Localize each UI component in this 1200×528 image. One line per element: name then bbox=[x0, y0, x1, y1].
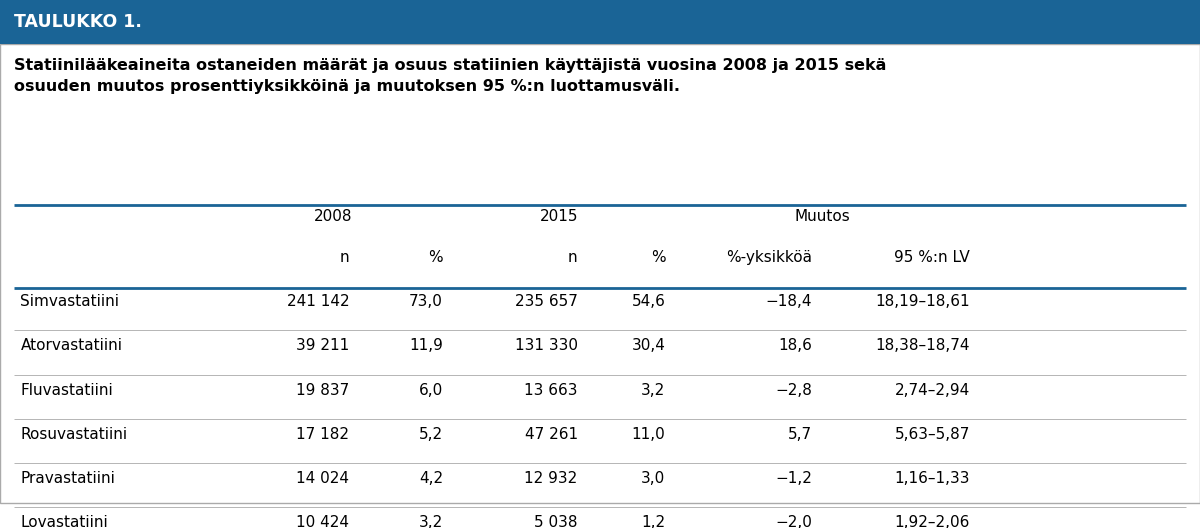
Text: 2008: 2008 bbox=[314, 209, 353, 224]
Text: 17 182: 17 182 bbox=[296, 427, 349, 442]
Text: %: % bbox=[428, 250, 443, 265]
Text: TAULUKKO 1.: TAULUKKO 1. bbox=[14, 13, 143, 31]
Text: 18,6: 18,6 bbox=[778, 338, 812, 353]
Text: %: % bbox=[650, 250, 666, 265]
Text: Simvastatiini: Simvastatiini bbox=[20, 294, 120, 309]
Text: −2,8: −2,8 bbox=[775, 383, 812, 398]
Text: −2,0: −2,0 bbox=[775, 515, 812, 528]
Text: 13 663: 13 663 bbox=[524, 383, 577, 398]
Text: −18,4: −18,4 bbox=[766, 294, 812, 309]
Text: Muutos: Muutos bbox=[794, 209, 851, 224]
Text: 2015: 2015 bbox=[540, 209, 578, 224]
Text: 3,2: 3,2 bbox=[419, 515, 443, 528]
Text: 131 330: 131 330 bbox=[515, 338, 577, 353]
Text: 11,9: 11,9 bbox=[409, 338, 443, 353]
Text: 1,16–1,33: 1,16–1,33 bbox=[894, 471, 970, 486]
Text: 54,6: 54,6 bbox=[631, 294, 666, 309]
Text: 19 837: 19 837 bbox=[296, 383, 349, 398]
Text: n: n bbox=[340, 250, 349, 265]
Text: 5,7: 5,7 bbox=[787, 427, 812, 442]
Text: 39 211: 39 211 bbox=[296, 338, 349, 353]
Text: 6,0: 6,0 bbox=[419, 383, 443, 398]
Text: Rosuvastatiini: Rosuvastatiini bbox=[20, 427, 127, 442]
Text: 3,0: 3,0 bbox=[641, 471, 666, 486]
Text: %-yksikköä: %-yksikköä bbox=[726, 250, 812, 265]
Text: Atorvastatiini: Atorvastatiini bbox=[20, 338, 122, 353]
FancyBboxPatch shape bbox=[0, 0, 1200, 44]
Text: 5,63–5,87: 5,63–5,87 bbox=[895, 427, 970, 442]
Text: 5,2: 5,2 bbox=[419, 427, 443, 442]
Text: Lovastatiini: Lovastatiini bbox=[20, 515, 108, 528]
Text: Pravastatiini: Pravastatiini bbox=[20, 471, 115, 486]
Text: 73,0: 73,0 bbox=[409, 294, 443, 309]
Text: 4,2: 4,2 bbox=[419, 471, 443, 486]
Text: 18,19–18,61: 18,19–18,61 bbox=[875, 294, 970, 309]
FancyBboxPatch shape bbox=[0, 44, 1200, 503]
Text: 5 038: 5 038 bbox=[534, 515, 577, 528]
Text: 235 657: 235 657 bbox=[515, 294, 577, 309]
Text: 1,2: 1,2 bbox=[641, 515, 666, 528]
Text: 18,38–18,74: 18,38–18,74 bbox=[876, 338, 970, 353]
Text: 2,74–2,94: 2,74–2,94 bbox=[895, 383, 970, 398]
Text: 95 %:n LV: 95 %:n LV bbox=[894, 250, 970, 265]
Text: Statiinilääkeaineita ostaneiden määrät ja osuus statiinien käyttäjistä vuosina 2: Statiinilääkeaineita ostaneiden määrät j… bbox=[14, 58, 887, 95]
Text: 11,0: 11,0 bbox=[631, 427, 666, 442]
Text: 10 424: 10 424 bbox=[296, 515, 349, 528]
Text: n: n bbox=[568, 250, 577, 265]
Text: −1,2: −1,2 bbox=[775, 471, 812, 486]
Text: 12 932: 12 932 bbox=[524, 471, 577, 486]
Text: 241 142: 241 142 bbox=[287, 294, 349, 309]
Text: 1,92–2,06: 1,92–2,06 bbox=[895, 515, 970, 528]
Text: 3,2: 3,2 bbox=[641, 383, 666, 398]
Text: 47 261: 47 261 bbox=[524, 427, 577, 442]
Text: 30,4: 30,4 bbox=[631, 338, 666, 353]
Text: 14 024: 14 024 bbox=[296, 471, 349, 486]
Text: Fluvastatiini: Fluvastatiini bbox=[20, 383, 113, 398]
